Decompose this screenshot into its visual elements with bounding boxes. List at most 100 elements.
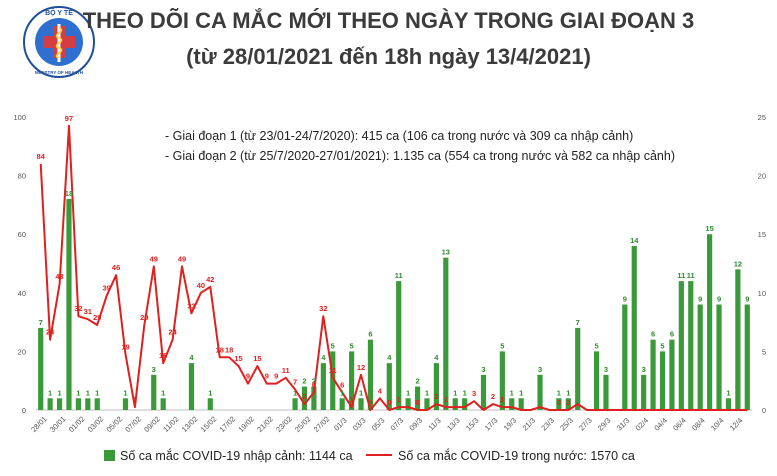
bar-imported-08/4: [697, 304, 703, 410]
bar-label: 1: [726, 388, 730, 397]
x-tick-label: 09/02: [142, 414, 162, 434]
y-right-tick-label: 20: [758, 172, 766, 181]
bar-label: 1: [510, 388, 514, 397]
line-label: 39: [102, 284, 110, 293]
bar-label: 9: [698, 295, 702, 304]
line-label: 0: [415, 398, 419, 407]
bar-label: 3: [604, 365, 608, 374]
bar-label: 2: [312, 377, 316, 386]
line-label: 2: [434, 392, 438, 401]
legend-line-label: Số ca mắc COVID-19 trong nước: 1570 ca: [398, 448, 635, 463]
annotations: - Giai đoạn 1 (từ 23/01-24/7/2020): 415 …: [165, 129, 675, 163]
line-label: 16: [159, 351, 167, 360]
line-label: 11: [329, 366, 337, 375]
bar-imported-07/3: [396, 281, 402, 410]
bar-label: 1: [86, 388, 90, 397]
x-tick-label: 15/3: [464, 416, 481, 433]
line-label: 29: [140, 313, 148, 322]
line-label: 9: [246, 372, 250, 381]
bar-label: 2: [302, 377, 306, 386]
y-right-tick-label: 15: [758, 230, 766, 239]
y-left-tick-label: 20: [18, 347, 26, 356]
line-label: 18: [216, 345, 224, 354]
bar-imported-26/3: [575, 327, 581, 410]
bar-imported-12/4: [735, 269, 741, 410]
y-left-tick-label: 40: [18, 289, 26, 298]
x-tick-label: 23/3: [539, 416, 556, 433]
legend-bar-swatch: [104, 450, 115, 461]
bar-label: 4: [189, 353, 194, 362]
bar-imported-04/4: [659, 351, 666, 410]
x-tick-label: 09/3: [407, 416, 424, 433]
line-label: 49: [150, 254, 158, 263]
bar-imported-27/02: [320, 363, 326, 410]
line-label: 33: [187, 301, 195, 310]
x-tick-label: 13/3: [445, 416, 462, 433]
bar-label: 13: [442, 248, 450, 257]
bar-imported-18/3: [499, 351, 505, 410]
bar-label: 7: [39, 318, 43, 327]
bar-imported-28/01: [38, 327, 44, 410]
x-tick-label: 28/01: [29, 414, 49, 434]
bar-label: 1: [95, 388, 99, 397]
line-label: 0: [387, 398, 391, 407]
bar-imported-15/02: [207, 398, 213, 410]
chart-title: THEO DÕI CA MẮC MỚI THEO NGÀY TRONG GIAI…: [82, 8, 695, 33]
bar-label: 3: [481, 365, 485, 374]
x-tick-label: 19/02: [236, 414, 256, 434]
bar-imported-01/4: [631, 245, 637, 410]
bar-imported-31/01: [66, 199, 72, 410]
logo-snake-icon: [55, 27, 63, 59]
bar-imported-11/3: [433, 363, 439, 410]
bar-label: 1: [566, 388, 570, 397]
logo-text-top: BỘ Y TẾ: [45, 7, 73, 17]
bar-imported-31/3: [622, 304, 628, 410]
x-tick-label: 31/3: [615, 416, 632, 433]
bar-imported-01/02: [75, 398, 81, 410]
x-tick-label: 17/3: [483, 416, 500, 433]
bar-label: 1: [557, 388, 561, 397]
line-label: 0: [368, 398, 372, 407]
bar-imported-03/02: [94, 398, 100, 410]
line-domestic: [39, 124, 748, 411]
bar-imported-16/3: [480, 374, 487, 410]
bar-label: 5: [594, 341, 598, 350]
bar-label: 1: [359, 388, 363, 397]
line-label: 97: [65, 114, 73, 123]
bar-imported-06/02: [122, 398, 129, 410]
bar-label: 1: [453, 388, 457, 397]
bar-label: 6: [670, 330, 674, 339]
bar-label: 3: [642, 365, 646, 374]
bar-label: 1: [340, 388, 344, 397]
line-label: 2: [302, 392, 306, 401]
y-right-tick-label: 25: [758, 113, 766, 122]
bar-imported-10/02: [160, 398, 166, 410]
line-label: 4: [378, 386, 383, 395]
x-tick-label: 01/3: [332, 416, 349, 433]
line-label: 2: [566, 398, 570, 407]
bar-imported-02/3: [349, 351, 355, 410]
bar-label: 4: [387, 353, 392, 362]
line-label: 31: [84, 307, 92, 316]
bar-imported-04/3: [367, 339, 374, 410]
x-tick-label: 11/3: [426, 416, 442, 432]
x-tick-label: 30/01: [48, 414, 68, 434]
bar-label: 11: [677, 271, 685, 280]
line-label: 15: [234, 354, 242, 363]
x-tick-label: 07/3: [389, 416, 406, 433]
bar-label: 1: [76, 388, 80, 397]
bar-imported-29/3: [603, 374, 609, 410]
line-label: 6: [340, 380, 344, 389]
x-tick-label: 29/3: [596, 416, 613, 433]
bar-imported-29/01: [47, 398, 53, 410]
bar-label: 9: [745, 295, 749, 304]
line-label: 18: [225, 345, 233, 354]
x-tick-label: 21/3: [520, 416, 537, 433]
bar-label: 1: [48, 388, 52, 397]
bar-label: 4: [321, 353, 326, 362]
bar-label: 1: [425, 388, 429, 397]
bar-imported-03/3: [358, 398, 364, 410]
bar-imported-02/4: [641, 374, 647, 410]
x-tick-label: 25/3: [558, 416, 575, 433]
line-label: 84: [37, 152, 46, 161]
